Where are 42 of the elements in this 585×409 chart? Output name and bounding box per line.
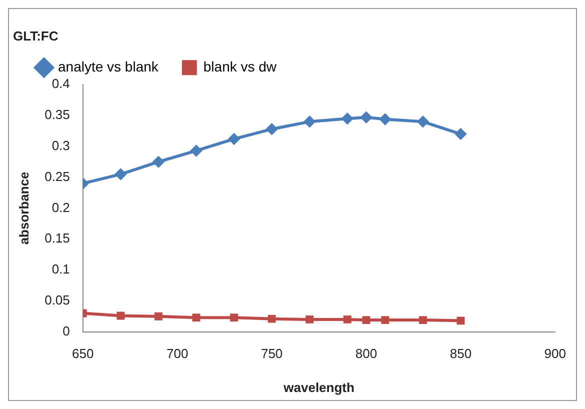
point [228, 133, 240, 144]
y-axis-title: absorbance [16, 172, 32, 245]
point [381, 316, 390, 324]
legend-label: analyte vs blank [58, 58, 160, 74]
point [456, 316, 465, 325]
point [190, 145, 202, 156]
y-tick-label: 0 [62, 323, 70, 338]
point [343, 315, 352, 324]
point [268, 314, 276, 323]
x-tick-label: 800 [355, 346, 378, 362]
x-axis-title: wavelength [282, 380, 354, 395]
y-tick-label: 0.4 [52, 76, 70, 92]
point [380, 114, 391, 125]
point [115, 168, 126, 180]
point [342, 113, 353, 124]
x-tick-label: 700 [166, 346, 188, 362]
y-tick-label: 0.1 [52, 262, 70, 277]
x-tick-label: 750 [260, 346, 283, 362]
point [152, 156, 164, 168]
y-tick-label: 0.15 [44, 230, 70, 246]
point [154, 312, 162, 320]
y-tick-label: 0.35 [44, 107, 70, 122]
point [192, 314, 200, 322]
point [306, 315, 314, 324]
point [266, 124, 278, 135]
y-tick-label: 0.25 [44, 168, 70, 184]
point [417, 116, 428, 128]
point [304, 116, 316, 128]
point [362, 316, 370, 324]
point [455, 128, 466, 140]
legend-label: blank vs dw [203, 58, 278, 74]
x-tick-label: 650 [72, 346, 94, 362]
y-tick-label: 0.3 [52, 138, 70, 153]
point [360, 112, 372, 123]
point [418, 316, 427, 324]
point [116, 312, 125, 320]
y-tick-label: 0.05 [44, 292, 70, 308]
point [230, 314, 238, 322]
chart-title: GLT:FC [13, 28, 59, 44]
x-tick-label: 900 [544, 346, 566, 362]
x-tick-label: 850 [450, 346, 472, 362]
y-tick-label: 0.2 [52, 200, 70, 215]
